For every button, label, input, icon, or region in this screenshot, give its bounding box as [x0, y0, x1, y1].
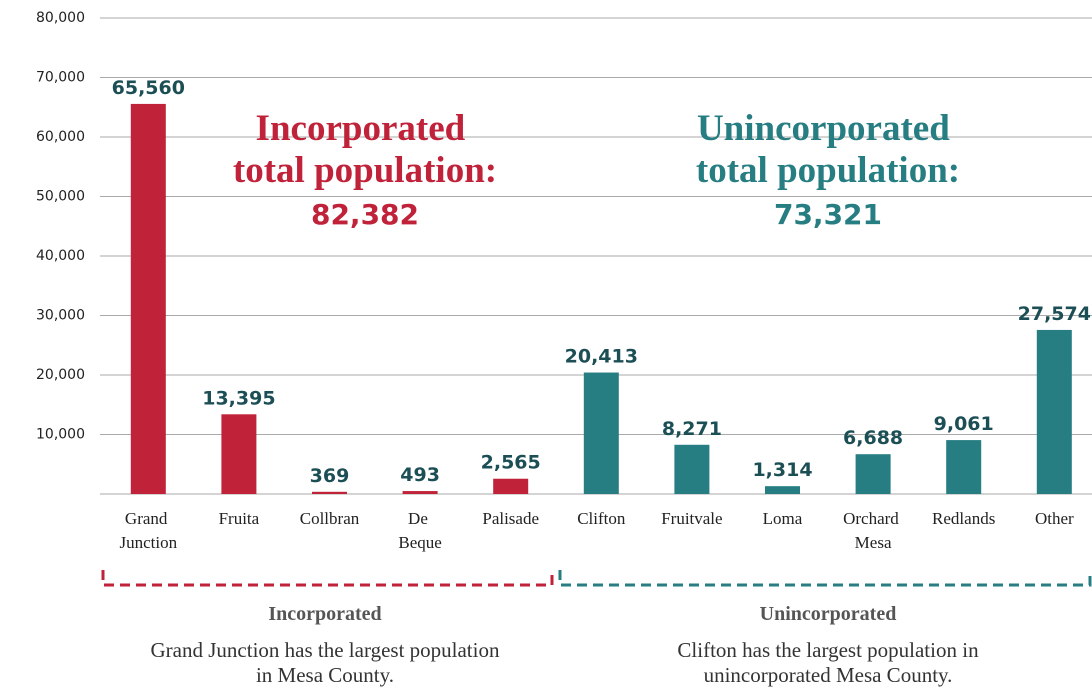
- group-bracket: [558, 570, 1092, 587]
- bar: [312, 491, 347, 494]
- x-tick-label: Clifton: [577, 509, 626, 528]
- group-description: Clifton has the largest population in un…: [677, 638, 979, 687]
- data-label: 9,061: [934, 413, 994, 435]
- x-tick-label: Fruitvale: [661, 509, 722, 528]
- bar: [674, 444, 710, 494]
- data-label: 1,314: [752, 459, 812, 481]
- bar: [130, 103, 166, 494]
- data-label: 13,395: [202, 387, 275, 409]
- data-label: 493: [400, 464, 440, 486]
- x-tick-label: De Beque: [398, 509, 441, 552]
- group-total-label: Unincorporated total population:: [696, 108, 960, 191]
- x-tick-label: Fruita: [219, 509, 260, 528]
- data-label: 20,413: [565, 346, 638, 368]
- data-label: 369: [310, 465, 350, 487]
- bar: [946, 440, 982, 494]
- bar: [855, 454, 891, 494]
- group-name: Incorporated: [268, 603, 381, 625]
- data-label: 2,565: [481, 452, 541, 474]
- data-label: 8,271: [662, 418, 722, 440]
- y-tick-label: 60,000: [36, 129, 85, 145]
- group-total-label: Incorporated total population:: [233, 108, 497, 191]
- y-tick-label: 40,000: [36, 248, 85, 264]
- x-tick-label: Redlands: [932, 509, 995, 528]
- bar: [583, 372, 619, 494]
- x-tick-label: Grand Junction: [119, 509, 177, 552]
- bar: [402, 491, 438, 494]
- data-label: 27,574: [1018, 303, 1091, 325]
- y-tick-label: 30,000: [36, 308, 85, 324]
- data-label: 65,560: [112, 77, 185, 99]
- group-total: 73,321: [774, 198, 882, 231]
- y-tick-label: 50,000: [36, 189, 85, 205]
- bar: [1036, 329, 1072, 494]
- y-tick-label: 20,000: [36, 367, 85, 383]
- x-tick-label: Orchard Mesa: [843, 509, 903, 552]
- x-tick-label: Other: [1035, 509, 1074, 528]
- x-tick-label: Collbran: [300, 509, 360, 528]
- bar: [493, 478, 529, 494]
- x-tick-label: Palisade: [482, 509, 539, 528]
- group-total: 82,382: [311, 198, 419, 231]
- y-tick-label: 10,000: [36, 427, 85, 443]
- data-label: 6,688: [843, 427, 903, 449]
- group-bracket: [101, 570, 554, 587]
- x-tick-label: Loma: [763, 509, 803, 528]
- group-description: Grand Junction has the largest populatio…: [150, 638, 500, 687]
- group-name: Unincorporated: [760, 603, 897, 625]
- y-tick-label: 70,000: [36, 70, 85, 86]
- bar: [221, 414, 257, 494]
- y-tick-label: 80,000: [36, 10, 85, 26]
- bar: [765, 486, 800, 494]
